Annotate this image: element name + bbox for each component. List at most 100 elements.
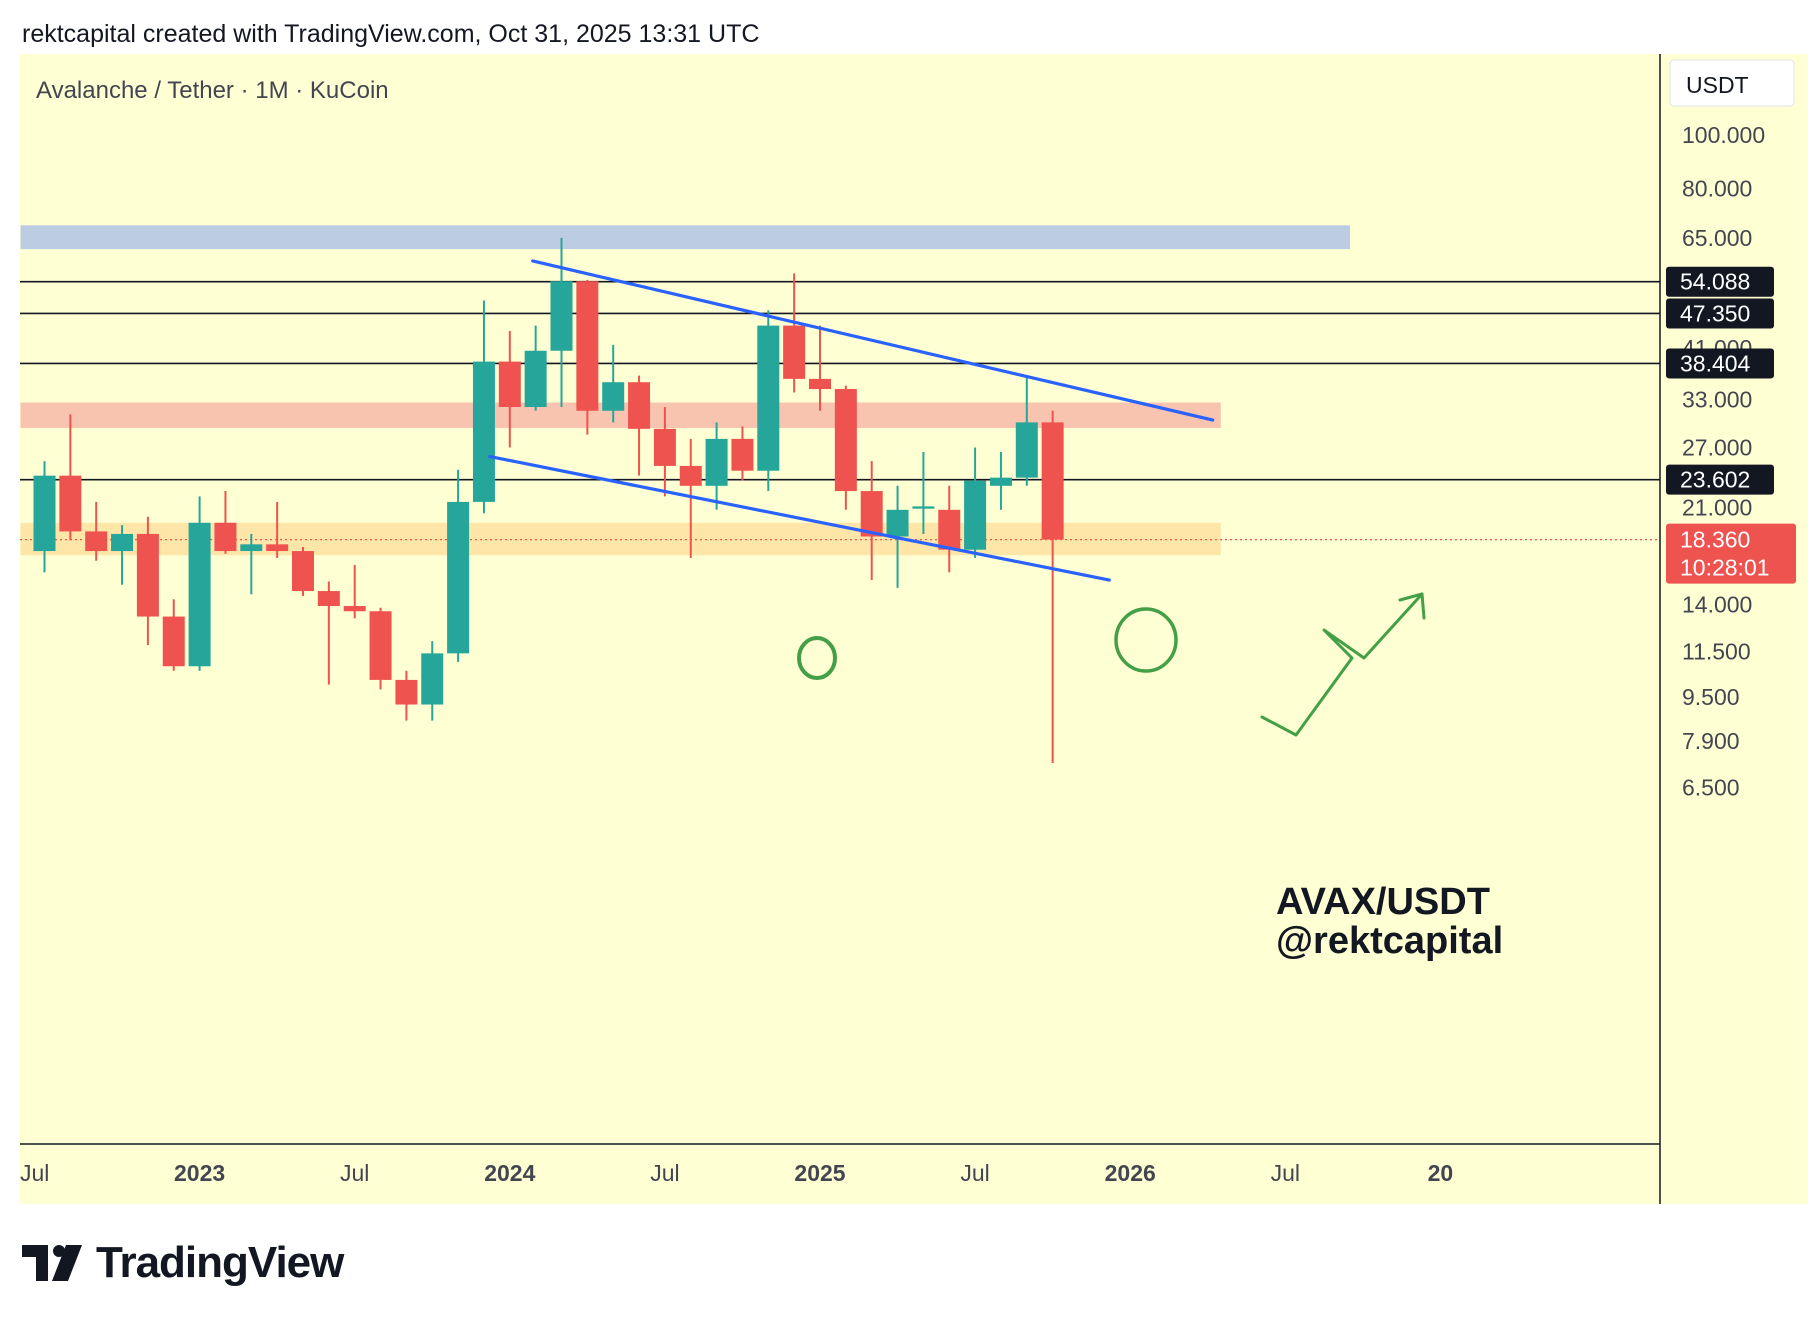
candle-2023-06[interactable] [317,581,340,685]
candle-body [317,591,340,607]
channel-lower-line [488,454,1111,582]
level-price-label: 23.602 [1680,467,1750,493]
candle-2024-09[interactable] [705,422,728,510]
time-tick-label: Jul [1271,1160,1300,1186]
candle-body [421,653,444,705]
time-tick-label: Jul [960,1160,989,1186]
candle-2024-10[interactable] [731,426,754,481]
candle-body [214,522,237,552]
resistance-zone [20,225,1350,250]
candle-2022-08[interactable] [59,414,82,541]
candle-body [679,465,702,486]
candle-2022-07[interactable] [33,461,56,573]
candles-layer[interactable] [33,237,1064,764]
level-price-label: 54.088 [1680,269,1750,295]
candle-countdown-label: 10:28:01 [1680,555,1770,581]
channel-layer [488,259,1215,582]
candle-body [395,679,418,705]
candle-body [266,544,289,552]
candle-body [731,438,754,471]
candle-body [447,501,470,654]
candle-2025-06[interactable] [938,485,961,573]
projection-arrowhead [1398,592,1426,620]
candle-2022-11[interactable] [136,516,159,646]
candle-body [111,533,134,552]
candle-body [860,491,883,537]
candle-2024-03[interactable] [550,237,573,407]
candle-body [33,475,56,552]
candle-2023-12[interactable] [472,300,495,514]
candle-2025-03[interactable] [860,461,883,581]
price-tick-label: 100.000 [1682,122,1765,148]
candle-2024-12[interactable] [783,273,806,393]
horizontal-levels-layer [20,280,1660,541]
candle-2023-09[interactable] [395,670,418,721]
candle-body [524,350,547,407]
price-tick-label: 9.500 [1682,684,1740,710]
time-tick-label: Jul [20,1160,49,1186]
channel-upper-line [531,259,1215,422]
candle-2023-01[interactable] [188,496,211,671]
candle-2023-10[interactable] [421,641,444,721]
price-tick-label: 11.500 [1682,638,1751,664]
candle-2023-03[interactable] [240,533,263,595]
candle-2023-07[interactable] [343,565,366,619]
candle-2023-04[interactable] [266,501,289,558]
time-tick-label: 2023 [174,1160,225,1186]
price-tick-label: 33.000 [1682,387,1752,413]
candle-2025-08[interactable] [989,451,1012,510]
candle-2024-02[interactable] [524,325,547,411]
level-price-tag: 47.350 [1666,298,1774,329]
tradingview-logo[interactable]: TradingView [22,1238,344,1288]
candle-2025-10[interactable] [1041,410,1064,764]
time-axis-background [20,1144,1660,1204]
tradingview-wordmark: TradingView [96,1238,344,1287]
candle-2024-08[interactable] [679,438,702,558]
candle-2025-01[interactable] [809,325,831,411]
candle-body [653,428,676,466]
candle-body [912,506,935,509]
price-chart[interactable]: 100.00080.00065.00041.00033.00027.00021.… [20,54,1808,1204]
candle-body [136,533,159,617]
chart-title: Avalanche / Tether · 1M · KuCoin [36,77,389,104]
time-tick-label: 2024 [484,1160,535,1186]
header-attribution: rektcapital created with TradingView.com… [22,20,760,48]
price-tick-label: 80.000 [1682,175,1752,201]
candle-body [240,544,263,552]
time-tick-label: 2026 [1105,1160,1156,1186]
candle-2023-11[interactable] [447,469,470,662]
level-price-tag: 23.602 [1666,464,1774,495]
time-tick-label: Jul [650,1160,679,1186]
candle-2025-05[interactable] [912,451,935,534]
price-tick-label: 7.900 [1682,728,1740,754]
candle-2022-10[interactable] [111,525,134,585]
candle-2023-02[interactable] [214,491,237,554]
currency-button[interactable]: USDT [1669,59,1795,107]
candle-2023-05[interactable] [292,546,314,596]
time-tick-label: Jul [340,1160,369,1186]
price-axis[interactable]: 100.00080.00065.00041.00033.00027.00021.… [1666,122,1796,800]
candle-body [602,382,625,411]
annotation-handle: @rektcapital [1276,920,1503,962]
candle-2022-12[interactable] [162,599,185,671]
candle-2024-01[interactable] [498,330,521,448]
level-price-label: 47.350 [1680,300,1750,326]
candle-2024-04[interactable] [576,279,599,435]
candle-2024-06[interactable] [628,375,651,476]
projection-arrow [1260,592,1424,737]
candle-body [989,477,1012,486]
candle-body [162,616,185,667]
candle-body [757,325,780,471]
candle-2022-09[interactable] [85,501,108,561]
candle-2025-09[interactable] [1015,375,1038,486]
candle-2024-07[interactable] [653,406,676,497]
projection-arrow-layer [797,592,1426,737]
candle-2025-02[interactable] [834,385,857,510]
candle-2024-11[interactable] [757,310,780,492]
candle-2025-07[interactable] [964,447,987,558]
candle-2023-08[interactable] [369,607,392,690]
time-axis[interactable]: Jul 2023 Jul 2024 Jul 2025 Jul 2026 Jul 20 [20,1160,1453,1186]
price-tick-label: 14.000 [1682,591,1752,617]
candle-2024-05[interactable] [602,344,625,423]
